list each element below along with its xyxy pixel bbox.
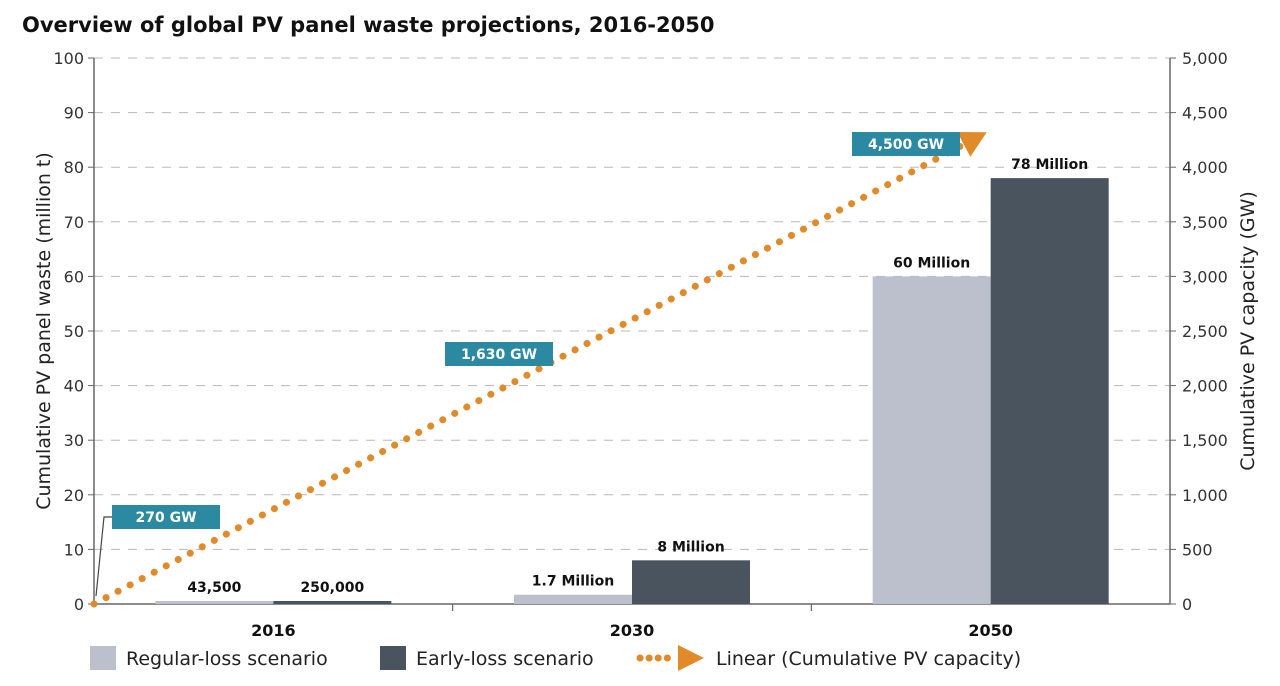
y-axis-title: Cumulative PV panel waste (million t) [33, 152, 55, 510]
bar-early-loss-scenario2050 [990, 178, 1109, 604]
legend-label-capacity: Linear (Cumulative PV capacity) [716, 648, 1021, 670]
y2-tick-label: 0 [1182, 595, 1192, 614]
bar-data-label: 8 Million [657, 539, 724, 555]
bar-data-label: 43,500 [187, 580, 241, 596]
y-tick-label: 20 [64, 486, 84, 505]
bar-regular-loss-scenario2016 [155, 601, 274, 604]
callout-label: 1,630 GW [461, 347, 537, 363]
y-tick-label: 10 [64, 540, 84, 559]
y2-tick-label: 1,000 [1182, 486, 1228, 505]
y2-tick-label: 4,000 [1182, 158, 1228, 177]
y2-axis-title: Cumulative PV capacity (GW) [1237, 191, 1259, 471]
axes: 0 0 10 500 20 1,000 30 1,500 40 2,000 50 2,500 60 3,0… [53, 49, 1227, 640]
y-tick-label: 30 [64, 431, 84, 450]
bars [155, 178, 1109, 604]
bar-early-loss-scenario2016 [273, 601, 392, 604]
legend-label-early-loss: Early-loss scenario [416, 648, 594, 670]
callout-label: 4,500 GW [868, 137, 944, 153]
callout-270-GW: 270 GW [95, 505, 220, 597]
x-tick-label: 2050 [968, 621, 1013, 640]
chart-title: Overview of global PV panel waste projec… [22, 13, 714, 37]
y-tick-label: 90 [64, 104, 84, 123]
data-labels: 43,500 250,000 1.7 Million 8 Million 60 Mill… [187, 157, 1088, 596]
y-tick-label: 100 [53, 49, 84, 68]
y2-tick-label: 2,500 [1182, 322, 1228, 341]
callout-box [445, 342, 553, 366]
bar-data-label: 1.7 Million [532, 574, 614, 590]
y2-tick-label: 4,500 [1182, 104, 1228, 123]
callout-1-630-GW: 1,630 GW [445, 342, 553, 366]
bar-data-label: 60 Million [893, 255, 970, 271]
y-tick-label: 50 [64, 322, 84, 341]
y2-tick-label: 500 [1182, 540, 1213, 559]
callout-leader-line [95, 516, 112, 597]
x-tick-label: 2016 [251, 621, 296, 640]
y2-tick-label: 2,000 [1182, 377, 1228, 396]
y-tick-label: 70 [64, 213, 84, 232]
y2-tick-label: 5,000 [1182, 49, 1228, 68]
callout-box [112, 505, 220, 529]
legend-swatch-early-loss [380, 646, 406, 670]
capacity-trend-line [90, 132, 987, 608]
bar-regular-loss-scenario2030 [514, 594, 632, 604]
legend-label-regular-loss: Regular-loss scenario [126, 648, 328, 670]
capacity-callouts: 270 GW 1,630 GW 4,500 GW [95, 132, 960, 597]
legend: Regular-loss scenario Early-loss scenario… [90, 645, 1021, 671]
y-tick-label: 80 [64, 158, 84, 177]
y2-tick-label: 1,500 [1182, 431, 1228, 450]
bar-data-label: 78 Million [1011, 157, 1088, 173]
y2-tick-label: 3,000 [1182, 267, 1228, 286]
y-tick-label: 40 [64, 377, 84, 396]
capacity-line-dots [90, 141, 966, 608]
x-tick-label: 2030 [610, 621, 655, 640]
bar-early-loss-scenario2030 [632, 560, 750, 604]
callout-4-500-GW: 4,500 GW [852, 132, 960, 156]
y-tick-label: 60 [64, 267, 84, 286]
y-tick-label: 0 [74, 595, 84, 614]
bar-regular-loss-scenario2050 [872, 276, 991, 604]
legend-swatch-capacity-arrow [678, 645, 704, 671]
bar-data-label: 250,000 [300, 580, 364, 596]
callout-box [852, 132, 960, 156]
legend-swatch-regular-loss [90, 646, 116, 670]
y2-tick-label: 3,500 [1182, 213, 1228, 232]
capacity-line-arrow [957, 132, 987, 157]
callout-label: 270 GW [135, 510, 196, 526]
